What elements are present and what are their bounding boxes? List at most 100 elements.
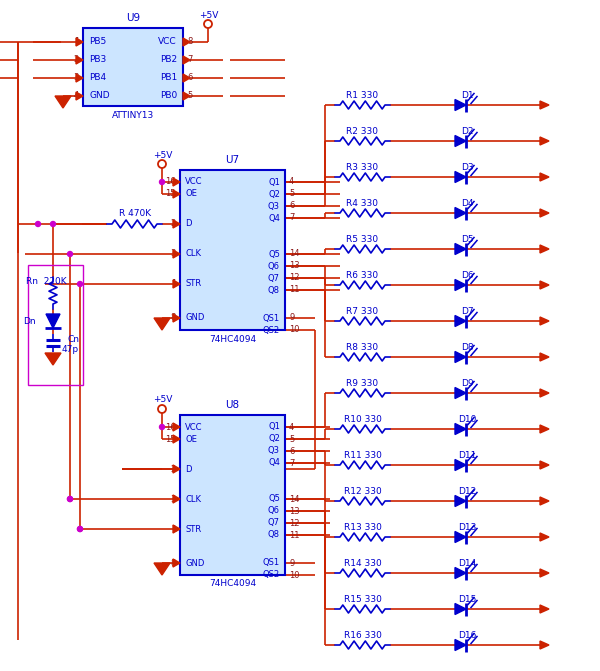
Text: VCC: VCC bbox=[185, 423, 203, 431]
Text: 1: 1 bbox=[171, 280, 176, 289]
Text: +5V: +5V bbox=[154, 395, 173, 405]
Text: QS1: QS1 bbox=[263, 558, 280, 568]
Text: U7: U7 bbox=[226, 155, 239, 165]
Text: STR: STR bbox=[185, 280, 201, 289]
Polygon shape bbox=[183, 74, 190, 82]
Polygon shape bbox=[540, 389, 549, 397]
Text: R6 330: R6 330 bbox=[346, 270, 379, 280]
Bar bbox=[83, 28, 183, 106]
Polygon shape bbox=[55, 96, 71, 108]
Text: 13: 13 bbox=[289, 507, 299, 515]
Polygon shape bbox=[46, 314, 60, 328]
Text: R11 330: R11 330 bbox=[344, 450, 382, 460]
Text: 15: 15 bbox=[166, 189, 176, 199]
Polygon shape bbox=[455, 352, 466, 362]
Polygon shape bbox=[455, 244, 466, 254]
Polygon shape bbox=[183, 92, 190, 100]
Text: D12: D12 bbox=[458, 486, 476, 495]
Circle shape bbox=[77, 527, 83, 531]
Polygon shape bbox=[540, 461, 549, 469]
Text: Q5: Q5 bbox=[268, 250, 280, 258]
Text: 15: 15 bbox=[166, 435, 176, 444]
Polygon shape bbox=[455, 639, 466, 650]
Text: 10: 10 bbox=[289, 570, 299, 580]
Text: 4: 4 bbox=[289, 178, 294, 187]
Polygon shape bbox=[455, 99, 466, 111]
Text: 5: 5 bbox=[289, 189, 294, 199]
Text: Q4: Q4 bbox=[268, 458, 280, 468]
Text: Q3: Q3 bbox=[268, 201, 280, 211]
Text: D2: D2 bbox=[461, 127, 473, 136]
Text: Q6: Q6 bbox=[268, 507, 280, 515]
Polygon shape bbox=[540, 497, 549, 505]
Text: D14: D14 bbox=[458, 558, 476, 568]
Text: 8: 8 bbox=[170, 313, 176, 323]
Text: QS2: QS2 bbox=[263, 570, 280, 580]
Text: 13: 13 bbox=[289, 262, 299, 270]
Text: Cn: Cn bbox=[67, 335, 79, 344]
Polygon shape bbox=[540, 173, 549, 181]
Polygon shape bbox=[173, 190, 180, 198]
Text: R5 330: R5 330 bbox=[346, 234, 379, 244]
Polygon shape bbox=[455, 423, 466, 435]
Polygon shape bbox=[76, 92, 83, 100]
Text: VCC: VCC bbox=[158, 38, 177, 46]
Circle shape bbox=[160, 425, 164, 429]
Text: +5V: +5V bbox=[199, 11, 218, 19]
Text: Q2: Q2 bbox=[268, 189, 280, 199]
Text: D8: D8 bbox=[461, 342, 473, 352]
Polygon shape bbox=[455, 603, 466, 615]
Circle shape bbox=[67, 497, 73, 501]
Text: R 470K: R 470K bbox=[119, 209, 151, 219]
Polygon shape bbox=[455, 387, 466, 399]
Text: R9 330: R9 330 bbox=[346, 378, 379, 387]
Text: 2: 2 bbox=[171, 464, 176, 474]
Text: GND: GND bbox=[89, 91, 110, 101]
Text: 74HC4094: 74HC4094 bbox=[209, 335, 256, 344]
Text: D4: D4 bbox=[461, 199, 473, 207]
Polygon shape bbox=[154, 318, 170, 330]
Text: D10: D10 bbox=[458, 415, 476, 423]
Text: 6: 6 bbox=[289, 201, 295, 211]
Polygon shape bbox=[455, 315, 466, 327]
Polygon shape bbox=[455, 136, 466, 146]
Text: 8: 8 bbox=[170, 558, 176, 568]
Text: 9: 9 bbox=[289, 313, 294, 323]
Circle shape bbox=[35, 221, 41, 227]
Polygon shape bbox=[455, 207, 466, 219]
Text: 5: 5 bbox=[187, 91, 192, 101]
Circle shape bbox=[50, 221, 56, 227]
Text: Q8: Q8 bbox=[268, 285, 280, 295]
Polygon shape bbox=[173, 495, 180, 503]
Text: R13 330: R13 330 bbox=[344, 523, 382, 531]
Text: 7: 7 bbox=[289, 213, 295, 223]
Polygon shape bbox=[173, 250, 180, 258]
Polygon shape bbox=[540, 605, 549, 613]
Polygon shape bbox=[173, 423, 180, 431]
Text: Q7: Q7 bbox=[268, 519, 280, 527]
Text: R4 330: R4 330 bbox=[347, 199, 379, 207]
Bar bbox=[28, 265, 83, 385]
Text: R15 330: R15 330 bbox=[344, 595, 382, 603]
Text: Q3: Q3 bbox=[268, 446, 280, 456]
Text: Q1: Q1 bbox=[268, 423, 280, 431]
Polygon shape bbox=[173, 435, 180, 443]
Text: Q5: Q5 bbox=[268, 495, 280, 503]
Text: 4: 4 bbox=[289, 423, 294, 431]
Text: D7: D7 bbox=[461, 307, 473, 315]
Text: R2 330: R2 330 bbox=[347, 127, 379, 136]
Text: R16 330: R16 330 bbox=[344, 631, 382, 639]
Text: D6: D6 bbox=[461, 270, 473, 280]
Text: 11: 11 bbox=[289, 531, 299, 539]
Polygon shape bbox=[173, 280, 180, 288]
Polygon shape bbox=[455, 495, 466, 507]
Text: D: D bbox=[185, 219, 191, 229]
Text: QS1: QS1 bbox=[263, 313, 280, 323]
Text: R12 330: R12 330 bbox=[344, 486, 382, 495]
Text: 47p: 47p bbox=[62, 346, 79, 354]
Text: U9: U9 bbox=[126, 13, 140, 23]
Polygon shape bbox=[540, 425, 549, 433]
Polygon shape bbox=[540, 281, 549, 289]
Polygon shape bbox=[154, 563, 170, 575]
Text: R14 330: R14 330 bbox=[344, 558, 382, 568]
